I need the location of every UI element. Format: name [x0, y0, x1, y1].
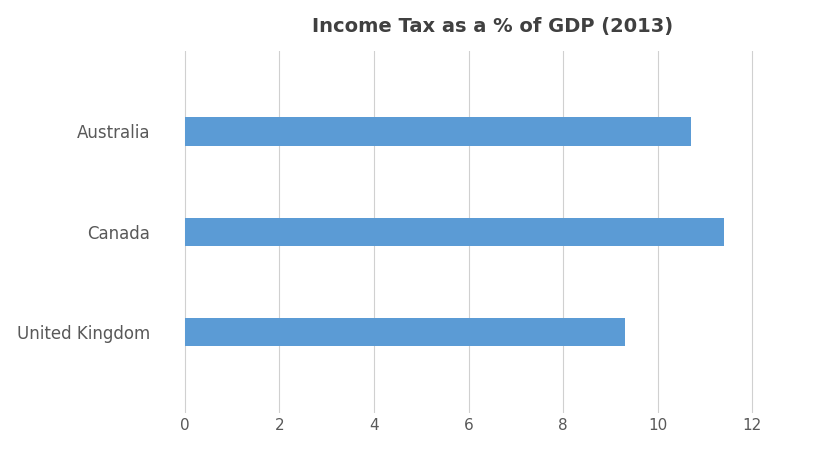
- Bar: [185, 318, 625, 346]
- Bar: [185, 117, 690, 145]
- Title: Income Tax as a % of GDP (2013): Income Tax as a % of GDP (2013): [312, 17, 673, 36]
- Bar: [185, 218, 724, 246]
